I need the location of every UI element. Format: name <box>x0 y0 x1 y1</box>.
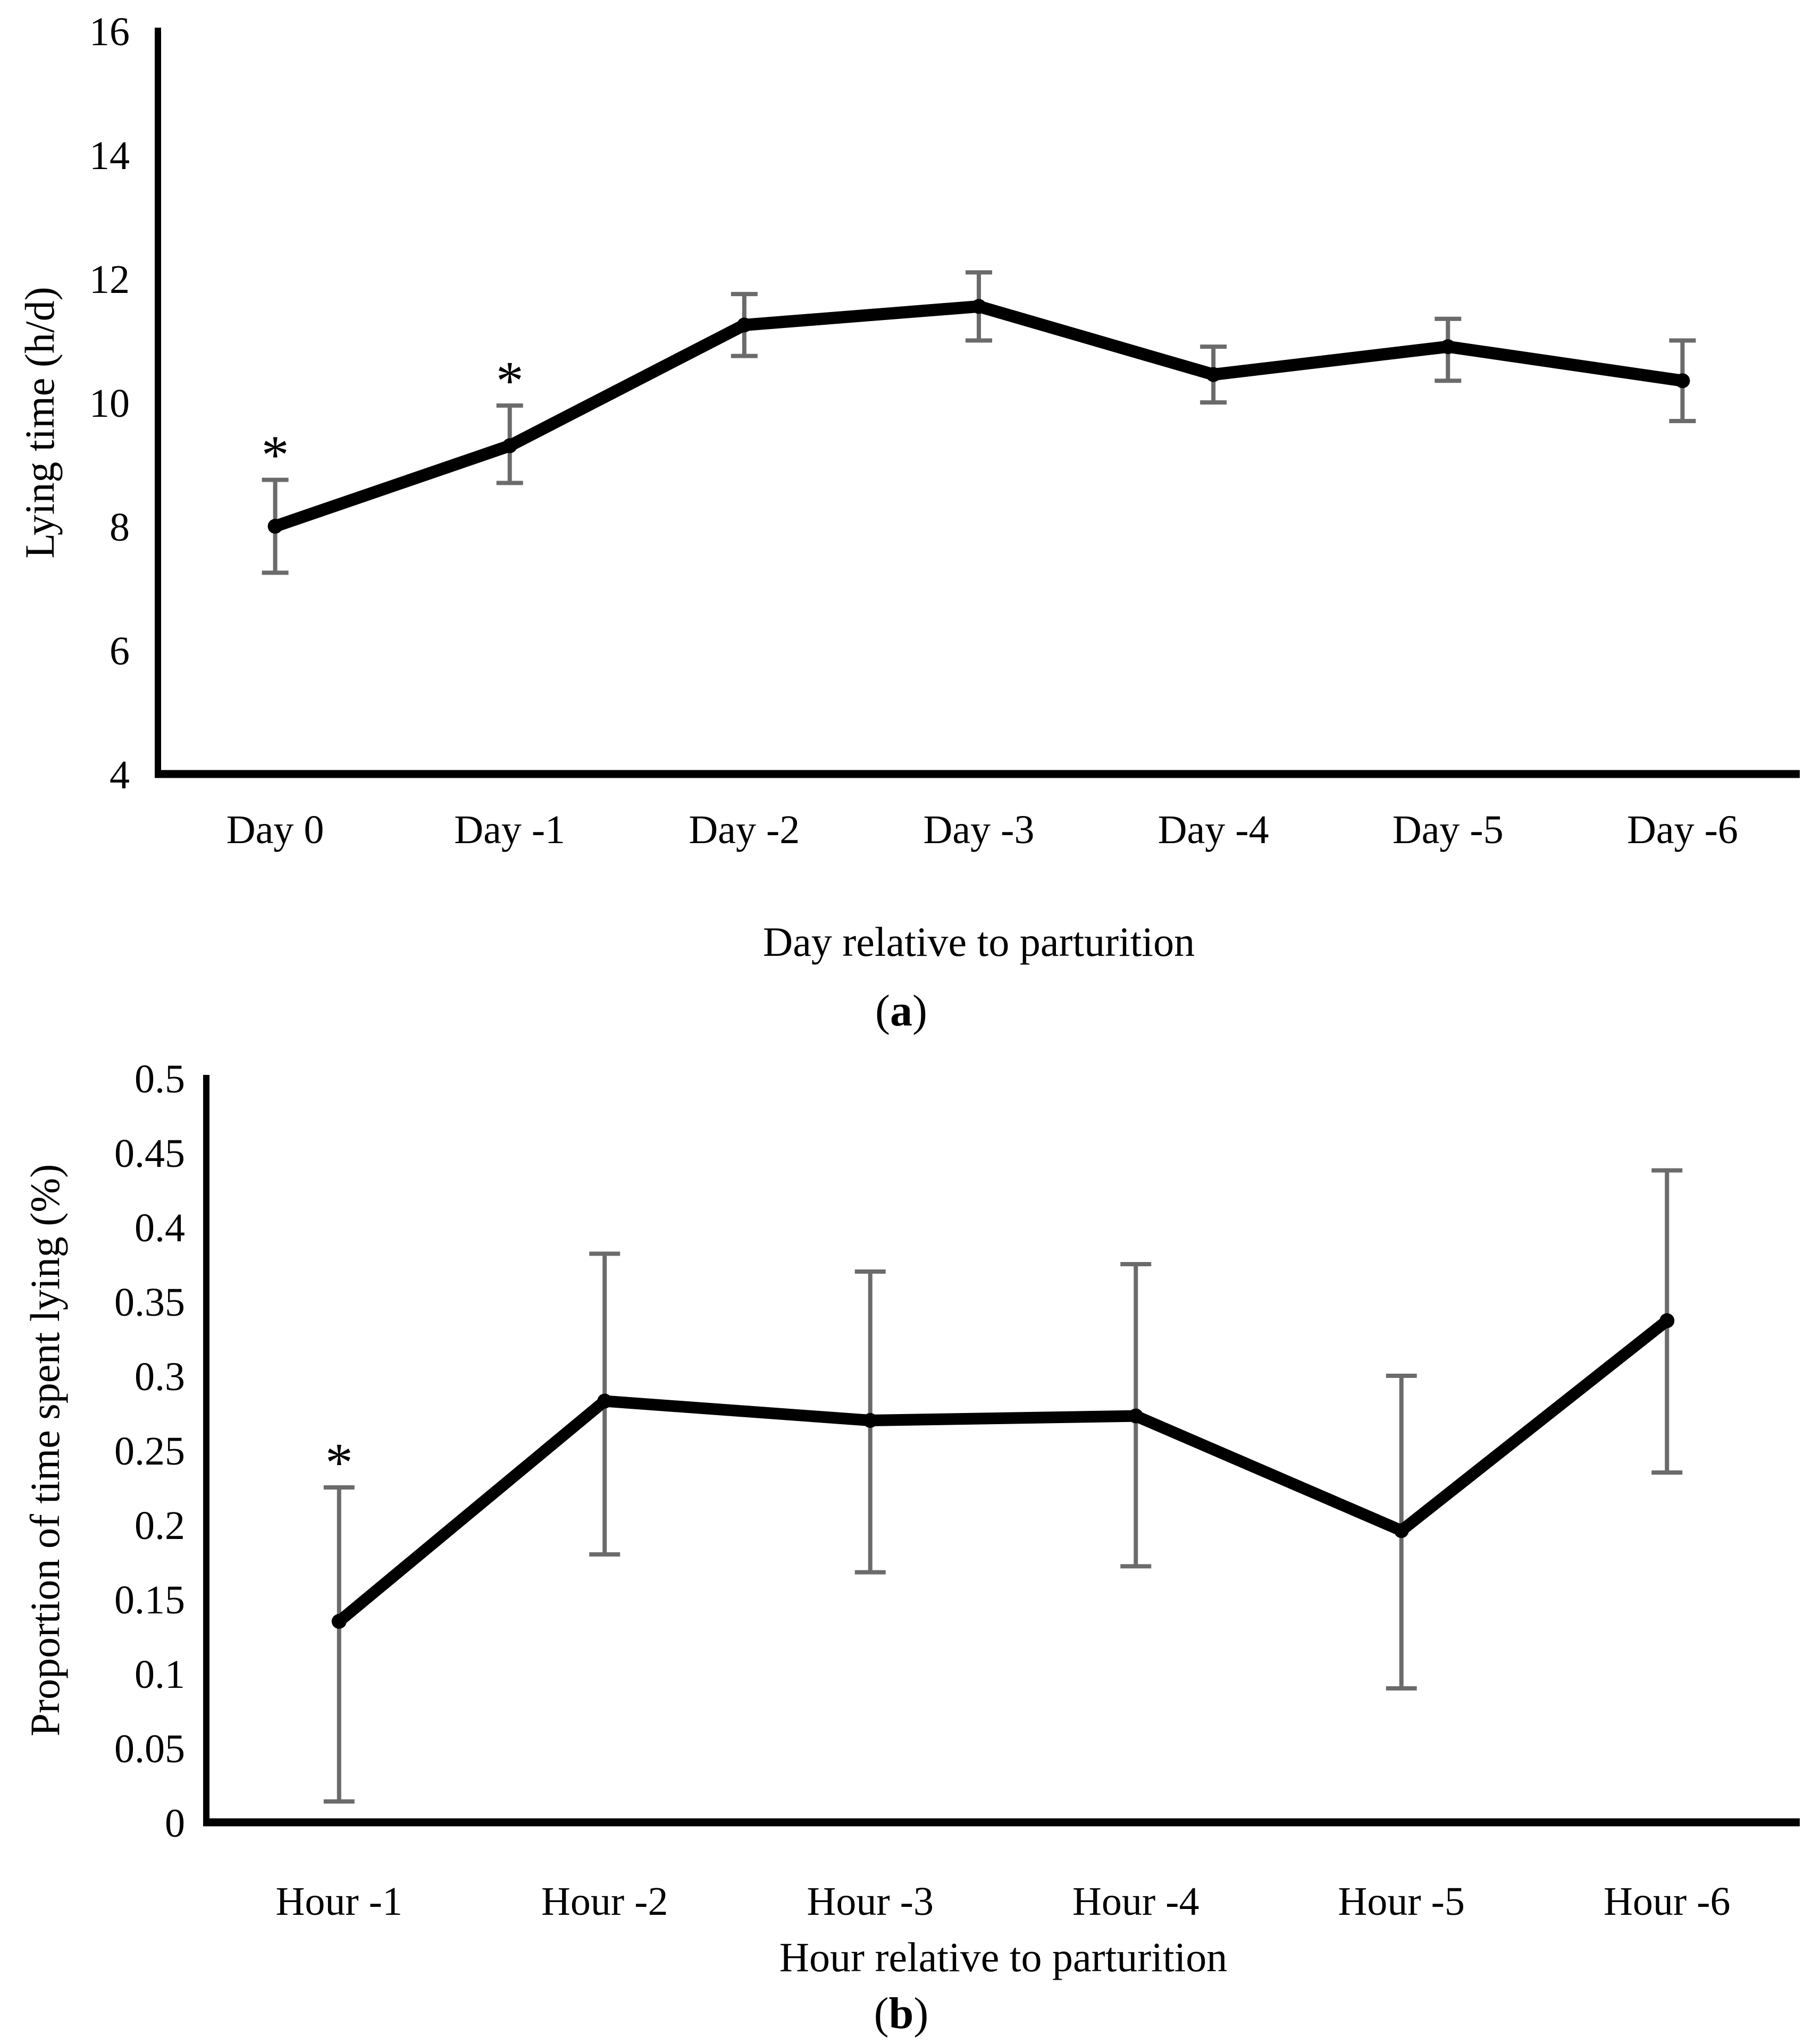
y-tick-label-b-0.05: 0.05 <box>114 1727 185 1771</box>
y-tick-label-b-0.25: 0.25 <box>114 1429 185 1474</box>
y-tick-label-a-12: 12 <box>89 257 130 302</box>
significance-asterisk-b-0: * <box>325 1432 353 1493</box>
x-axis-title-b: Hour relative to parturition <box>779 1934 1228 1980</box>
x-category-label-b-3: Hour -4 <box>1072 1879 1199 1924</box>
x-category-label-a-0: Day 0 <box>226 807 324 852</box>
y-axis-title-b: Proportion of time spent lying (%) <box>22 1164 68 1737</box>
data-point-a-6 <box>1675 373 1690 389</box>
data-point-b-4 <box>1394 1523 1409 1538</box>
data-point-b-5 <box>1659 1313 1675 1328</box>
x-category-label-b-1: Hour -2 <box>541 1879 668 1924</box>
y-tick-label-b-0.15: 0.15 <box>114 1578 185 1622</box>
caption-a-letter: a <box>890 986 912 1036</box>
y-tick-label-b-0.5: 0.5 <box>135 1057 185 1101</box>
significance-asterisk-a-0: * <box>262 425 289 486</box>
data-point-b-3 <box>1128 1408 1144 1424</box>
caption-a-open-paren: ( <box>875 986 890 1036</box>
y-tick-label-a-16: 16 <box>89 10 130 54</box>
x-category-label-a-4: Day -4 <box>1158 807 1269 852</box>
series-line-b <box>333 1315 1673 1627</box>
data-point-b-2 <box>862 1413 878 1428</box>
y-tick-label-a-10: 10 <box>89 381 130 426</box>
x-category-label-b-5: Hour -6 <box>1604 1879 1731 1924</box>
x-axis-title-a: Day relative to parturition <box>762 919 1195 965</box>
y-tick-label-b-0: 0 <box>165 1801 185 1846</box>
y-tick-label-b-0.45: 0.45 <box>114 1131 185 1176</box>
y-tick-label-b-0.4: 0.4 <box>135 1206 185 1250</box>
caption-a-close-paren: ) <box>912 986 927 1036</box>
figure-caption-b: (b) <box>874 1991 929 2036</box>
data-point-b-1 <box>597 1393 613 1409</box>
significance-asterisk-a-1: * <box>496 350 524 411</box>
y-tick-label-a-14: 14 <box>89 133 130 178</box>
y-tick-label-a-4: 4 <box>110 753 130 797</box>
caption-b-letter: b <box>888 1989 914 2038</box>
data-point-a-3 <box>971 299 986 314</box>
data-point-a-5 <box>1440 339 1456 355</box>
figure-caption-a: (a) <box>875 989 927 1033</box>
data-point-a-0 <box>267 519 283 534</box>
y-axis-title-a: Lying time (h/d) <box>16 287 63 559</box>
y-tick-label-b-0.35: 0.35 <box>114 1280 185 1325</box>
x-category-label-b-2: Hour -3 <box>807 1879 934 1924</box>
data-point-a-2 <box>736 317 752 333</box>
x-category-label-b-4: Hour -5 <box>1338 1879 1465 1924</box>
data-point-a-4 <box>1206 367 1221 382</box>
caption-b-open-paren: ( <box>874 1989 889 2038</box>
caption-b-close-paren: ) <box>913 1989 929 2038</box>
x-category-label-b-0: Hour -1 <box>275 1879 402 1924</box>
y-tick-label-a-8: 8 <box>110 505 130 550</box>
data-point-b-0 <box>331 1614 347 1629</box>
x-category-label-a-5: Day -5 <box>1392 807 1504 852</box>
x-category-label-a-6: Day -6 <box>1627 807 1738 852</box>
y-tick-label-b-0.2: 0.2 <box>135 1503 185 1548</box>
data-point-a-1 <box>502 438 517 453</box>
x-category-label-a-1: Day -1 <box>454 807 565 852</box>
y-tick-label-a-6: 6 <box>110 629 130 674</box>
y-tick-label-b-0.1: 0.1 <box>135 1652 185 1697</box>
y-tick-label-b-0.3: 0.3 <box>135 1355 185 1399</box>
x-category-label-a-3: Day -3 <box>924 807 1035 852</box>
x-category-label-a-2: Day -2 <box>689 807 800 852</box>
